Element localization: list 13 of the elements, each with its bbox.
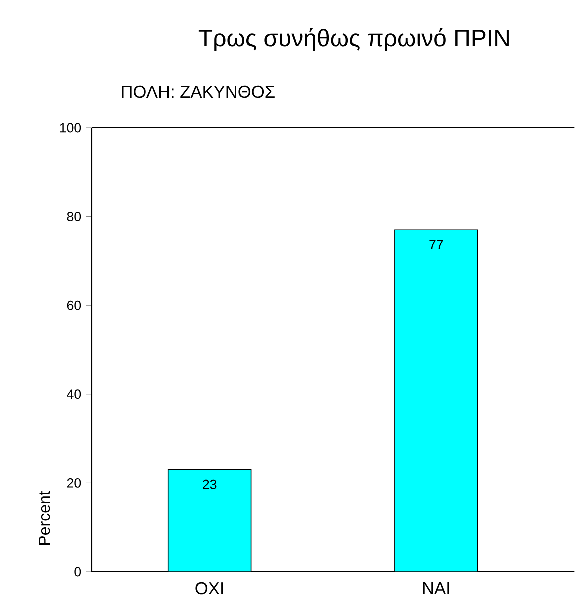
- y-tick-label: 20: [67, 478, 82, 488]
- data-label: 77: [430, 240, 444, 250]
- data-label: 23: [203, 480, 217, 490]
- chart-subtitle: ΠΟΛΗ: ΖΑΚΥΝΘΟΣ: [122, 86, 275, 98]
- y-tick-label: 60: [67, 300, 82, 310]
- chart-title: Τρως συνήθως πρωινό ΠΡΙΝ: [198, 28, 509, 52]
- x-tick-label: ΟΧΙ: [196, 582, 224, 595]
- y-tick-label: 40: [67, 390, 82, 400]
- x-tick-label: ΝΑΙ: [423, 582, 450, 594]
- y-axis-title: Percent: [39, 491, 50, 545]
- y-tick-label: 80: [67, 212, 82, 222]
- y-tick-label: 100: [60, 123, 82, 133]
- y-tick-label: 0: [74, 567, 82, 577]
